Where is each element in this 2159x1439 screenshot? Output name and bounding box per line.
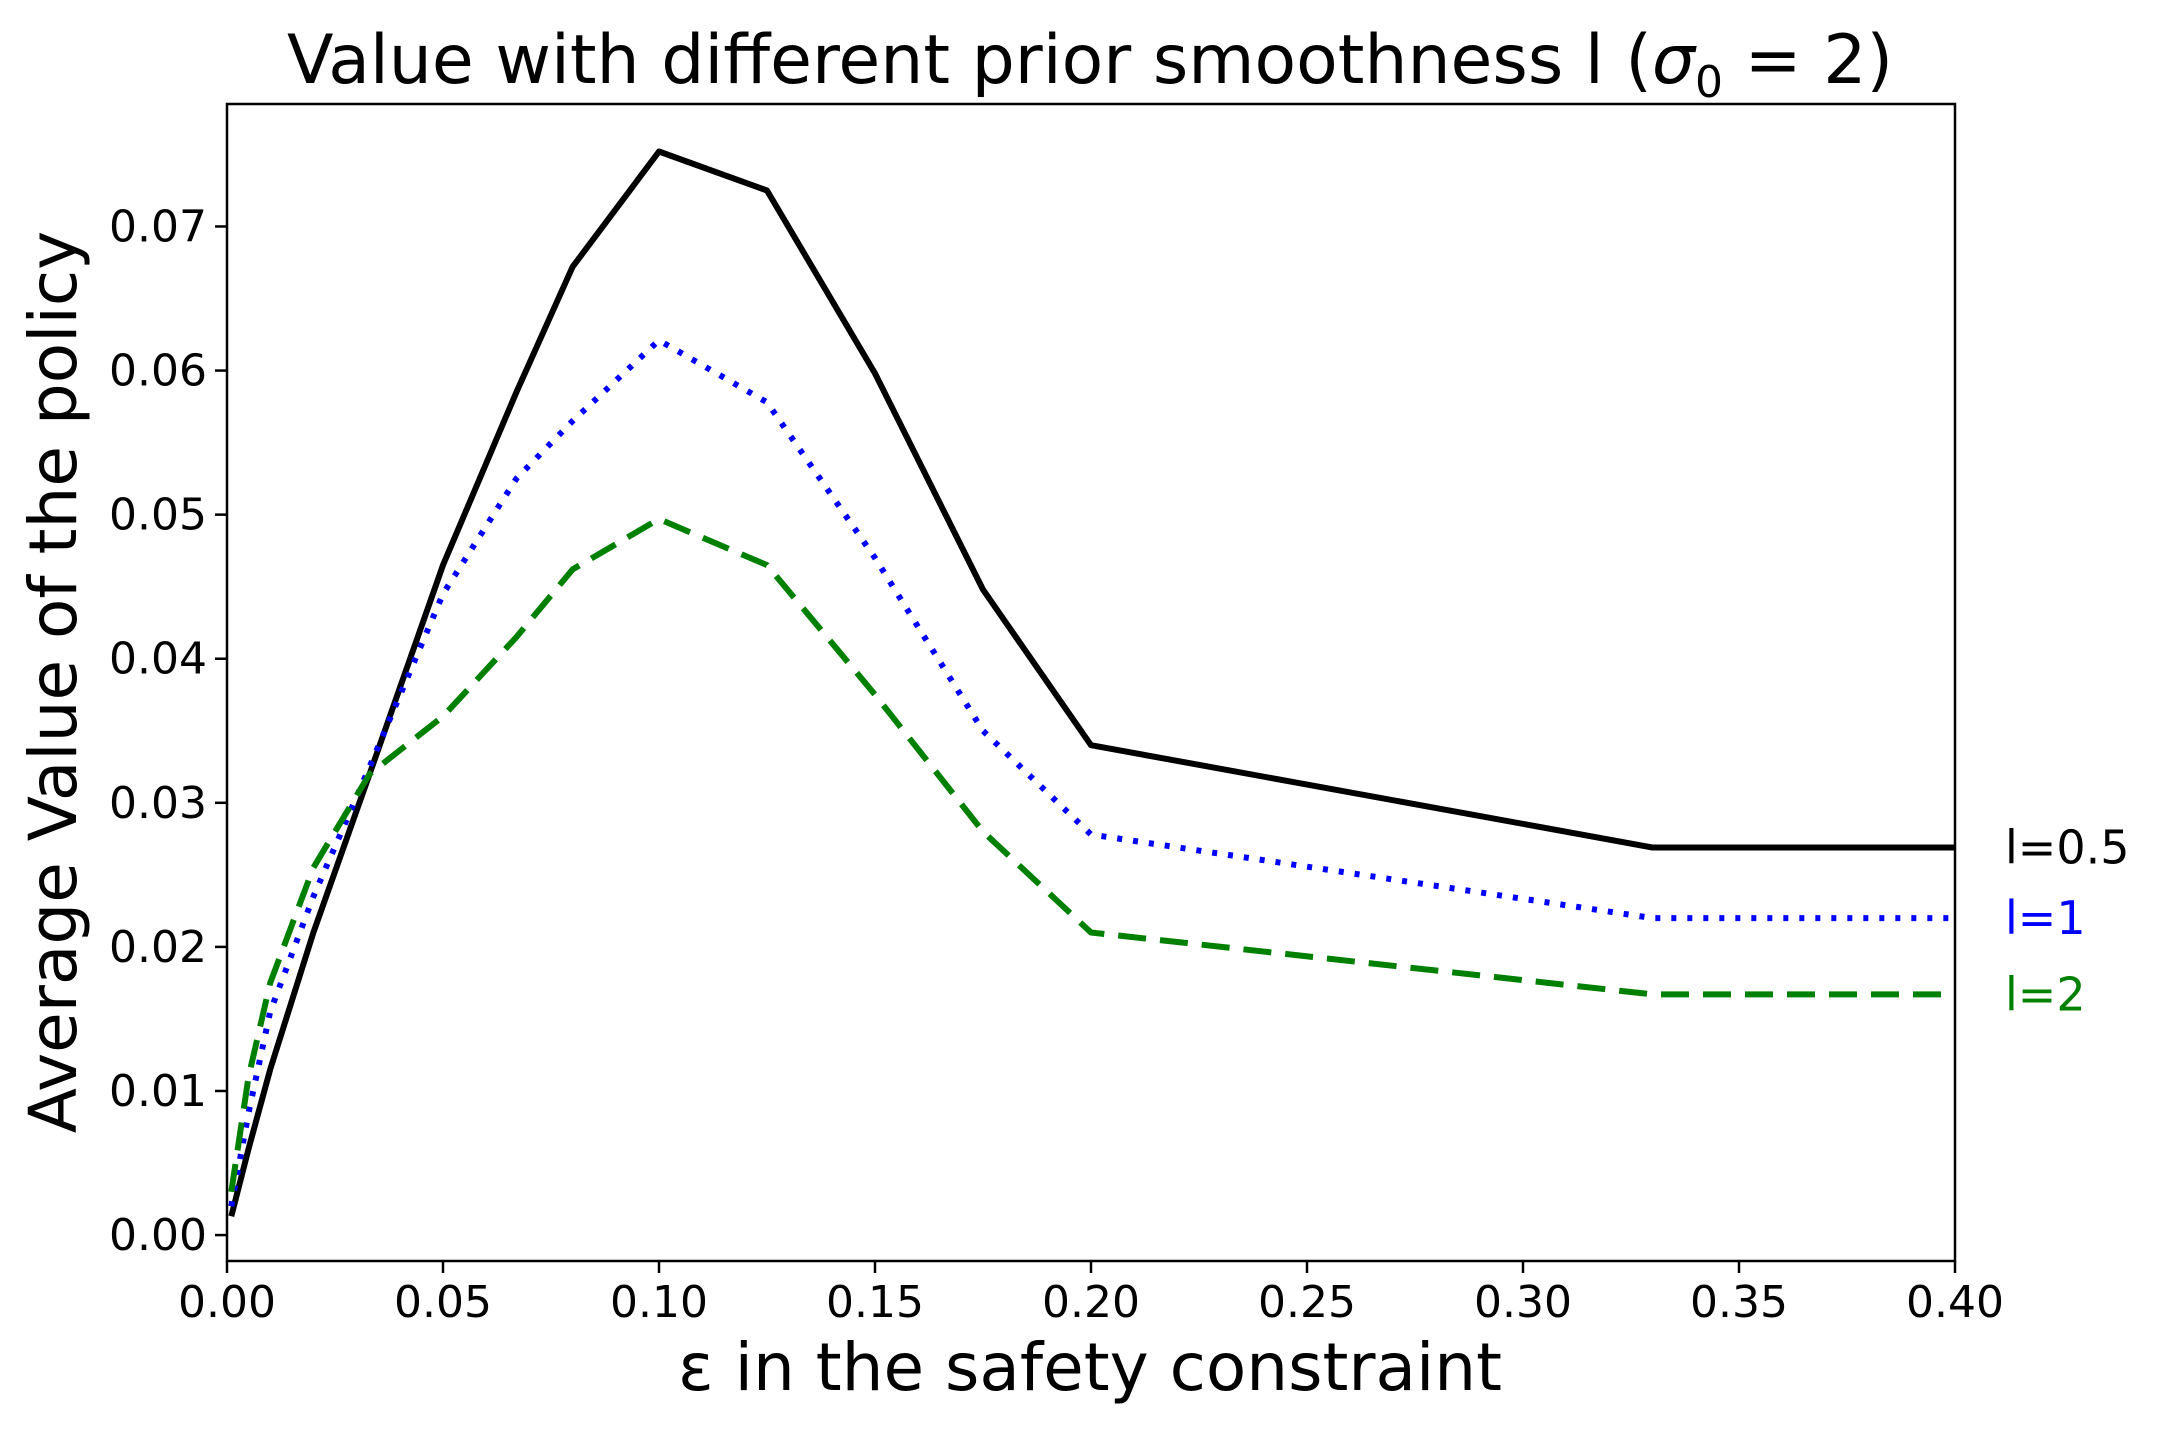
y-axis-ticks: 0.00 0.01 0.02 0.03 0.04 0.05 0.06 0.07 bbox=[109, 201, 227, 1261]
x-tick-label: 0.00 bbox=[178, 1277, 276, 1328]
y-tick-label: 0.00 bbox=[109, 1210, 207, 1261]
x-tick-label: 0.05 bbox=[394, 1277, 492, 1328]
x-tick-label: 0.30 bbox=[1474, 1277, 1572, 1328]
series-line-l-1 bbox=[228, 337, 1955, 1207]
chart-title: Value with different prior smoothness l … bbox=[287, 21, 1893, 108]
y-tick-label: 0.02 bbox=[109, 922, 207, 973]
series-label: l=1 bbox=[2005, 891, 2086, 945]
series-layer bbox=[228, 148, 1955, 1218]
x-axis-ticks: 0.00 0.05 0.10 0.15 0.20 0.25 0.30 0.35 0.40 bbox=[178, 1261, 2004, 1328]
series-line-l-0-5 bbox=[228, 148, 1955, 1218]
y-axis-label: Average Value of the policy bbox=[15, 231, 92, 1133]
y-tick-label: 0.01 bbox=[109, 1066, 207, 1117]
x-tick-label: 0.35 bbox=[1690, 1277, 1788, 1328]
series-labels: l=0.5 l=1 l=2 bbox=[2005, 820, 2129, 1021]
y-tick-label: 0.03 bbox=[109, 778, 207, 829]
x-tick-label: 0.15 bbox=[826, 1277, 924, 1328]
x-axis-label: ε in the safety constraint bbox=[678, 1329, 1502, 1406]
y-tick-label: 0.05 bbox=[109, 490, 207, 541]
y-tick-label: 0.04 bbox=[109, 634, 207, 685]
x-tick-label: 0.25 bbox=[1258, 1277, 1356, 1328]
plot-frame bbox=[225, 102, 1957, 1263]
x-tick-label: 0.10 bbox=[610, 1277, 708, 1328]
x-tick-label: 0.40 bbox=[1906, 1277, 2004, 1328]
series-label: l=0.5 bbox=[2005, 820, 2129, 874]
x-tick-label: 0.20 bbox=[1042, 1277, 1140, 1328]
y-tick-label: 0.06 bbox=[109, 346, 207, 397]
series-label: l=2 bbox=[2005, 967, 2086, 1021]
series-line-l-2 bbox=[228, 516, 1955, 1193]
y-tick-label: 0.07 bbox=[109, 201, 207, 252]
